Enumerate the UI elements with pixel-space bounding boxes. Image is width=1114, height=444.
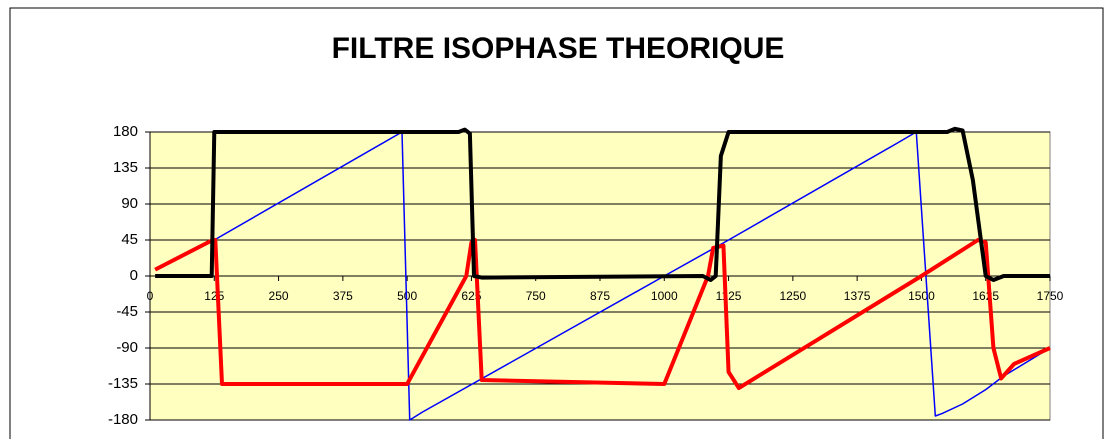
series-line [213, 131, 1051, 421]
series-line [154, 238, 1051, 390]
x-tick-label: 1750 [1037, 289, 1064, 303]
series-line [155, 126, 1050, 282]
x-tick-label: 0 [147, 289, 154, 303]
x-tick-label: 1375 [844, 289, 871, 303]
x-tick-label: 125 [204, 289, 224, 303]
x-tick-label: 375 [333, 289, 353, 303]
x-tick-label: 1500 [908, 289, 935, 303]
chart-title: FILTRE ISOPHASE THEORIQUE [332, 32, 785, 65]
x-tick-label: 1125 [716, 289, 742, 303]
y-tick-label: -90 [116, 339, 138, 356]
x-tick-label: 500 [397, 289, 417, 303]
y-tick-label: 0 [130, 267, 138, 284]
x-tick-label: 750 [526, 289, 546, 303]
x-tick-label: 250 [269, 289, 289, 303]
y-tick-label: 90 [121, 195, 138, 212]
x-tick-label: 1625 [972, 289, 999, 303]
y-tick-label: -180 [108, 411, 138, 428]
y-tick-label: 180 [113, 123, 138, 140]
y-tick-label: 45 [121, 231, 138, 248]
y-tick-label: 135 [113, 159, 138, 176]
y-tick-label: -135 [108, 375, 138, 392]
x-tick-label: 1250 [780, 289, 807, 303]
x-tick-label: 875 [590, 289, 610, 303]
y-tick-label: -45 [116, 303, 138, 320]
x-tick-label: 1000 [651, 289, 678, 303]
